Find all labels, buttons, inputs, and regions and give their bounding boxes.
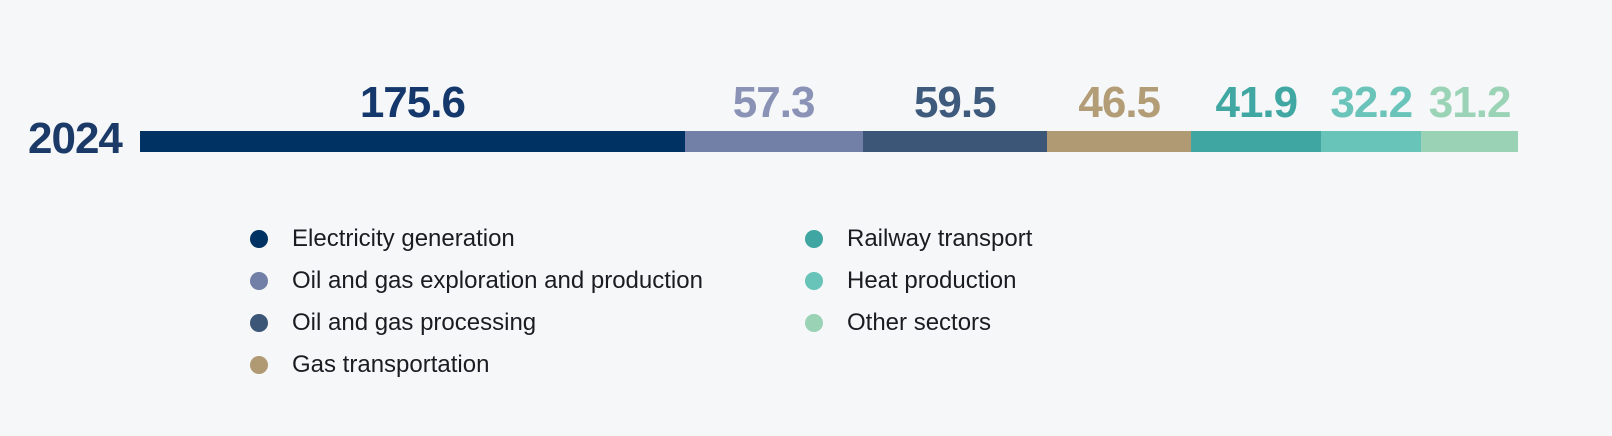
bar-value-label-heat-production: 32.2 (1330, 78, 1413, 127)
legend-swatch-railway-transport (805, 230, 823, 248)
legend-column-1: Electricity generation Oil and gas explor… (250, 218, 805, 386)
legend-label-gas-transportation: Gas transportation (292, 351, 490, 378)
bar-value-label-gas-transportation: 46.5 (1078, 78, 1161, 127)
legend-column-2: Railway transport Heat production Other se… (805, 218, 1032, 386)
bar-segment-other-sectors[interactable]: 31.2 (1421, 81, 1518, 152)
legend-item-oil-and-gas-exploration-and-production[interactable]: Oil and gas exploration and production (250, 260, 805, 302)
legend-item-heat-production[interactable]: Heat production (805, 260, 1032, 302)
legend-item-railway-transport[interactable]: Railway transport (805, 218, 1032, 260)
legend-label-railway-transport: Railway transport (847, 225, 1033, 252)
legend-item-other-sectors[interactable]: Other sectors (805, 302, 1032, 344)
bar-segment-oil-and-gas-processing[interactable]: 59.5 (862, 81, 1048, 152)
legend-swatch-oil-and-gas-exploration-and-production (250, 272, 268, 290)
bar-segment-railway-transport[interactable]: 41.9 (1191, 81, 1322, 152)
legend: Electricity generation Oil and gas explor… (250, 218, 1032, 386)
legend-swatch-electricity-generation (250, 230, 268, 248)
legend-swatch-other-sectors (805, 314, 823, 332)
bar-segment-electricity-generation[interactable]: 175.6 (140, 81, 685, 152)
legend-label-heat-production: Heat production (847, 267, 1017, 294)
legend-swatch-gas-transportation (250, 356, 268, 374)
bar-value-label-electricity-generation: 175.6 (359, 78, 466, 127)
legend-item-gas-transportation[interactable]: Gas transportation (250, 344, 805, 386)
bar-segment-oil-and-gas-exploration-and-production[interactable]: 57.3 (684, 81, 863, 152)
bar-segment-heat-production[interactable]: 32.2 (1321, 81, 1422, 152)
legend-swatch-oil-and-gas-processing (250, 314, 268, 332)
legend-swatch-heat-production (805, 272, 823, 290)
legend-label-oil-and-gas-processing: Oil and gas processing (292, 309, 537, 336)
legend-label-oil-and-gas-exploration-and-production: Oil and gas exploration and production (292, 267, 703, 294)
bar-value-label-railway-transport: 41.9 (1215, 78, 1298, 127)
legend-label-electricity-generation: Electricity generation (292, 225, 515, 252)
bar-value-label-oil-and-gas-processing: 59.5 (913, 78, 997, 127)
legend-item-electricity-generation[interactable]: Electricity generation (250, 218, 805, 260)
bar-value-label-oil-and-gas-exploration-and-production: 57.3 (732, 78, 816, 127)
year-label: 2024 (28, 114, 123, 163)
stacked-bar: 175.6 57.3 59.5 46.5 41.9 32.2 31.2 (140, 81, 1518, 152)
bar-value-label-other-sectors: 31.2 (1428, 78, 1512, 127)
bar-segment-gas-transportation[interactable]: 46.5 (1047, 81, 1192, 152)
legend-label-other-sectors: Other sectors (847, 309, 992, 336)
legend-item-oil-and-gas-processing[interactable]: Oil and gas processing (250, 302, 805, 344)
